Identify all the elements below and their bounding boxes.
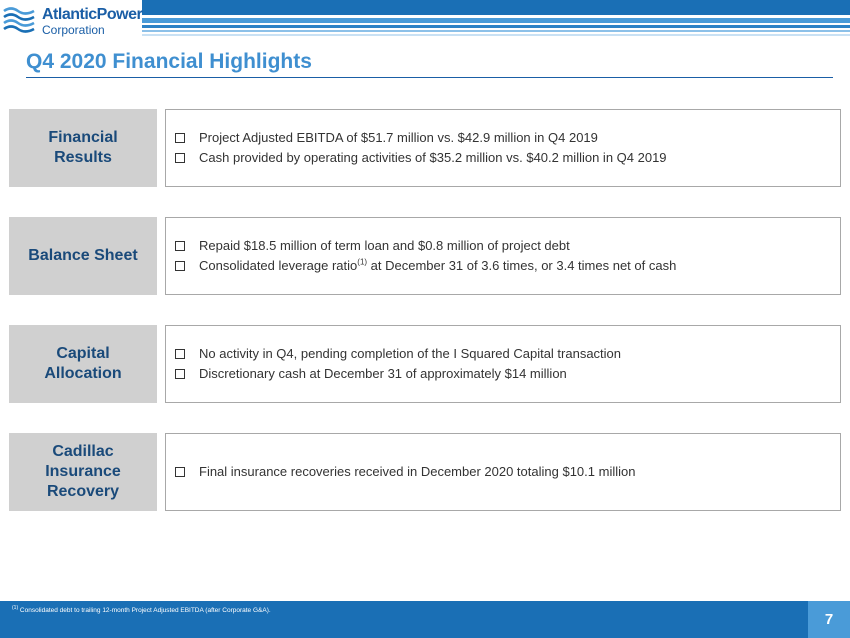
bullet-text: Final insurance recoveries received in D…	[199, 464, 636, 479]
row-content-financial-results: Project Adjusted EBITDA of $51.7 million…	[165, 109, 841, 187]
page-number-box: 7	[808, 601, 850, 638]
title-divider	[26, 77, 833, 78]
list-item: Consolidated leverage ratio(1) at Decemb…	[175, 256, 840, 276]
checkbox-bullet-icon	[175, 349, 185, 359]
wave-logo-icon	[3, 7, 35, 33]
row-label-balance-sheet: Balance Sheet	[9, 217, 157, 295]
list-item: Discretionary cash at December 31 of app…	[175, 364, 840, 384]
list-item: Repaid $18.5 million of term loan and $0…	[175, 236, 840, 256]
list-item: Cash provided by operating activities of…	[175, 148, 840, 168]
row-content-capital-allocation: No activity in Q4, pending completion of…	[165, 325, 841, 403]
bullet-text: Consolidated leverage ratio(1) at Decemb…	[199, 257, 677, 273]
row-label-text: Capital Allocation	[44, 345, 122, 382]
checkbox-bullet-icon	[175, 241, 185, 251]
company-logo: AtlanticPower Corporation	[2, 2, 143, 38]
footer-bar: (1) Consolidated debt to trailing 12-mon…	[0, 601, 850, 638]
checkbox-bullet-icon	[175, 133, 185, 143]
logo-wordmark: AtlanticPower	[42, 6, 143, 23]
list-item: Final insurance recoveries received in D…	[175, 462, 840, 482]
footnote-reference: (1)	[357, 257, 368, 267]
checkbox-bullet-icon	[175, 467, 185, 477]
checkbox-bullet-icon	[175, 369, 185, 379]
row-label-text: Financial Results	[48, 129, 118, 166]
header-stripes	[142, 0, 850, 38]
row-content-cadillac-insurance-recovery: Final insurance recoveries received in D…	[165, 433, 841, 511]
page-title: Q4 2020 Financial Highlights	[26, 50, 312, 73]
row-label-text: Balance Sheet	[28, 247, 138, 264]
row-label-financial-results: Financial Results	[9, 109, 157, 187]
row-label-capital-allocation: Capital Allocation	[9, 325, 157, 403]
bullet-text: Cash provided by operating activities of…	[199, 150, 667, 165]
checkbox-bullet-icon	[175, 153, 185, 163]
checkbox-bullet-icon	[175, 261, 185, 271]
bullet-text: Project Adjusted EBITDA of $51.7 million…	[199, 130, 598, 145]
bullet-text: Discretionary cash at December 31 of app…	[199, 366, 567, 381]
list-item: No activity in Q4, pending completion of…	[175, 344, 840, 364]
footnote: (1) Consolidated debt to trailing 12-mon…	[12, 604, 271, 614]
list-item: Project Adjusted EBITDA of $51.7 million…	[175, 128, 840, 148]
row-label-cadillac-insurance-recovery: Cadillac Insurance Recovery	[9, 433, 157, 511]
logo-subtitle: Corporation	[42, 23, 105, 37]
row-content-balance-sheet: Repaid $18.5 million of term loan and $0…	[165, 217, 841, 295]
bullet-text: No activity in Q4, pending completion of…	[199, 346, 622, 361]
page-number: 7	[824, 611, 834, 628]
row-label-text: Cadillac Insurance Recovery	[45, 443, 121, 500]
bullet-text: Repaid $18.5 million of term loan and $0…	[199, 238, 570, 253]
